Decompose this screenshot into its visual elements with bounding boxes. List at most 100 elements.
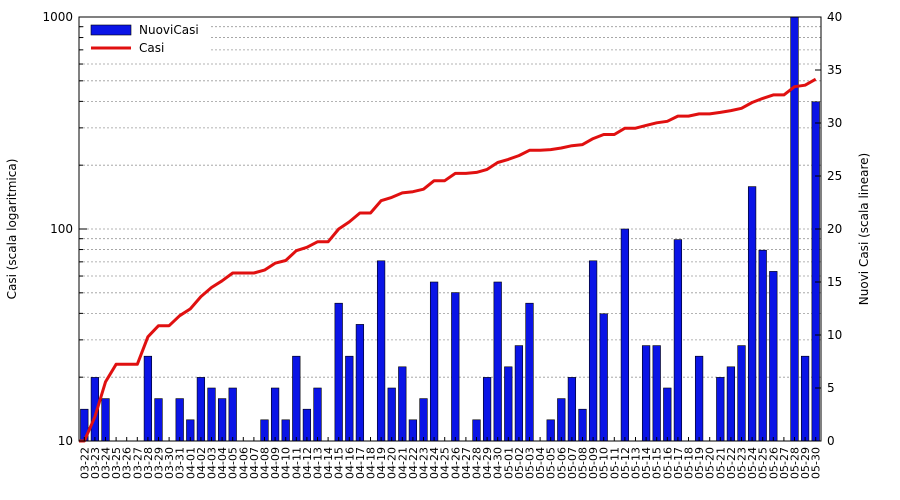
x-tick-label: 03-25 — [110, 447, 123, 479]
x-tick-label: 05-29 — [799, 447, 812, 479]
bar-nuovicasi-05-14 — [641, 345, 651, 442]
bar-nuovicasi-04-02 — [196, 377, 206, 442]
x-tick-label: 04-19 — [375, 447, 388, 479]
x-tick-label: 05-25 — [757, 447, 770, 479]
bar-nuovicasi-03-28 — [143, 355, 153, 442]
x-tick-label: 03-27 — [131, 447, 144, 479]
x-tick-label: 04-14 — [322, 447, 335, 479]
x-tick-label: 04-21 — [396, 447, 409, 479]
labels-layer: 10 100 1000 0 5 10 15 20 25 30 35 40 03-2203-2303-24… — [42, 10, 842, 479]
bar-nuovicasi-04-09 — [270, 387, 280, 442]
x-tick-label: 04-18 — [365, 447, 378, 479]
x-tick-label: 05-07 — [566, 447, 579, 479]
x-tick-label: 04-17 — [354, 447, 367, 479]
x-tick-label: 05-30 — [810, 447, 823, 479]
x-tick-label: 04-05 — [227, 447, 240, 479]
bar-nuovicasi-04-17 — [355, 324, 365, 442]
bar-nuovicasi-05-25 — [758, 249, 767, 442]
bar-nuovicasi-04-24 — [429, 281, 439, 442]
x-tick-label: 04-23 — [418, 447, 431, 479]
bars-layer — [80, 16, 820, 442]
x-tick-label: 04-27 — [460, 447, 473, 479]
bar-nuovicasi-05-02 — [514, 345, 524, 442]
y2-axis-title: Nuovi Casi (scala lineare) — [857, 153, 871, 305]
x-tick-label: 03-26 — [121, 447, 134, 479]
bar-nuovicasi-05-26 — [769, 271, 778, 442]
x-tick-label: 05-17 — [672, 447, 685, 479]
x-tick-label: 04-15 — [333, 447, 346, 479]
x-tick-label: 05-23 — [736, 447, 749, 479]
x-tick-label: 04-06 — [237, 447, 250, 479]
bar-nuovicasi-03-29 — [154, 398, 163, 442]
bar-nuovicasi-04-16 — [345, 355, 354, 442]
bar-nuovicasi-04-05 — [228, 387, 237, 442]
y2-tick-label: 35 — [827, 63, 842, 77]
y-tick-label: 100 — [50, 222, 73, 236]
x-tick-label: 05-16 — [661, 447, 674, 479]
x-tick-label: 04-22 — [407, 447, 420, 479]
x-tick-label: 05-10 — [598, 447, 611, 479]
x-tick-label: 04-01 — [184, 447, 197, 479]
x-tick-label: 05-15 — [651, 447, 664, 479]
y2-tick-label: 30 — [827, 116, 842, 130]
x-tick-label: 04-20 — [386, 447, 399, 479]
x-tick-label: 05-04 — [534, 447, 547, 479]
bar-nuovicasi-04-13 — [313, 387, 322, 442]
y2-tick-label: 0 — [827, 434, 835, 448]
bar-nuovicasi-04-30 — [493, 281, 502, 442]
bar-nuovicasi-05-07 — [567, 377, 577, 442]
x-tick-label: 05-22 — [725, 447, 738, 479]
x-tick-label: 03-29 — [153, 447, 166, 479]
bar-nuovicasi-04-29 — [482, 377, 492, 442]
bar-nuovicasi-05-17 — [673, 239, 683, 442]
legend-bar-swatch — [90, 24, 132, 36]
y2-tick-label: 40 — [827, 10, 842, 24]
bar-nuovicasi-05-01 — [504, 366, 513, 442]
x-tick-label: 04-11 — [290, 447, 303, 479]
x-tick-label: 04-12 — [301, 447, 314, 479]
bar-nuovicasi-05-03 — [525, 302, 534, 442]
x-tick-label: 04-16 — [343, 447, 356, 479]
line-casi — [79, 77, 817, 443]
x-tick-label: 05-21 — [714, 447, 727, 479]
x-tick-label: 05-12 — [619, 447, 632, 479]
bar-nuovicasi-04-19 — [376, 260, 386, 442]
bar-nuovicasi-05-30 — [811, 101, 820, 442]
x-tick-label: 04-30 — [492, 447, 505, 479]
x-tick-label: 05-19 — [693, 447, 706, 479]
y-tick-label: 10 — [58, 434, 73, 448]
x-tick-label: 05-11 — [608, 447, 621, 479]
frame-layer — [78, 16, 822, 442]
bar-nuovicasi-04-15 — [334, 302, 343, 442]
x-tick-label: 05-13 — [630, 447, 643, 479]
x-tick-label: 04-02 — [195, 447, 208, 479]
x-tick-label: 04-24 — [428, 447, 441, 479]
plot-frame — [78, 16, 822, 442]
x-tick-label: 04-07 — [248, 447, 261, 479]
bar-nuovicasi-04-21 — [398, 366, 407, 442]
bar-nuovicasi-05-21 — [716, 377, 725, 442]
bar-nuovicasi-05-16 — [663, 387, 672, 442]
x-tick-label: 03-30 — [163, 447, 176, 479]
bar-nuovicasi-04-11 — [292, 355, 301, 442]
x-tick-label: 05-20 — [704, 447, 717, 479]
bar-nuovicasi-04-20 — [387, 387, 396, 442]
bar-nuovicasi-05-24 — [747, 186, 757, 442]
x-tick-label: 04-09 — [269, 447, 282, 479]
x-tick-label: 04-29 — [481, 447, 494, 479]
x-tick-label: 05-26 — [767, 447, 780, 479]
bar-nuovicasi-05-09 — [588, 260, 598, 442]
x-tick-label: 03-24 — [100, 447, 113, 479]
bar-nuovicasi-05-08 — [578, 408, 587, 442]
bar-nuovicasi-05-29 — [800, 355, 810, 442]
x-tick-label: 04-04 — [216, 447, 229, 479]
y2-tick-label: 15 — [827, 275, 842, 289]
x-tick-label: 05-24 — [746, 447, 759, 479]
y2-tick-label: 10 — [827, 328, 842, 342]
x-tick-label: 05-01 — [502, 447, 515, 479]
y-axis-title: Casi (scala logaritmica) — [5, 159, 19, 300]
x-tick-label: 04-25 — [439, 447, 452, 479]
x-tick-label: 05-18 — [683, 447, 696, 479]
x-tick-label: 05-27 — [778, 447, 791, 479]
